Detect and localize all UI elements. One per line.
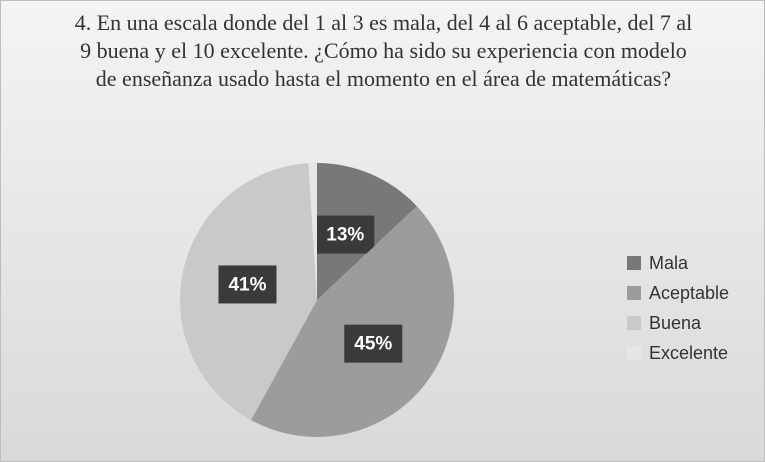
legend-label: Buena	[649, 313, 702, 333]
data-label-box	[218, 265, 277, 304]
legend-label: Aceptable	[649, 283, 729, 303]
legend-swatch	[627, 286, 641, 300]
legend-swatch	[627, 316, 641, 330]
data-label: 41%	[228, 274, 266, 295]
legend-swatch	[627, 346, 641, 360]
data-label: 45%	[354, 334, 392, 355]
data-label-box	[344, 324, 403, 363]
legend-swatch	[627, 256, 641, 270]
data-label: 13%	[326, 225, 364, 246]
pie-slice	[308, 163, 317, 300]
legend-label: Mala	[649, 253, 689, 273]
data-label-box	[316, 215, 375, 254]
pie-slice	[250, 206, 454, 437]
chart-title: 4. En una escala donde del 1 al 3 es mal…	[74, 10, 693, 91]
legend-label: Excelente	[649, 343, 728, 363]
